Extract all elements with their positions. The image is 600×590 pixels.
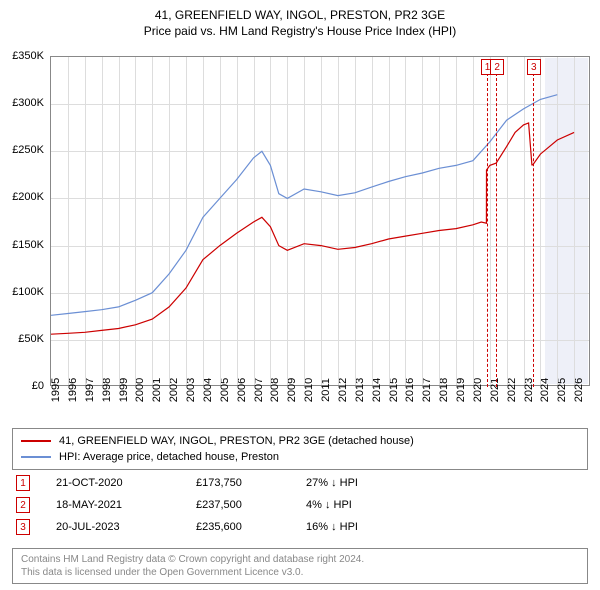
event-price: £235,600 xyxy=(196,521,306,533)
event-date: 21-OCT-2020 xyxy=(56,477,196,489)
footer: Contains HM Land Registry data © Crown c… xyxy=(12,548,588,584)
footer-line1: Contains HM Land Registry data © Crown c… xyxy=(21,553,579,566)
event-row-1: 1 21-OCT-2020£173,75027% ↓ HPI xyxy=(12,472,588,494)
y-tick-label: £100K xyxy=(12,286,44,298)
event-pct: 27% ↓ HPI xyxy=(306,477,386,489)
title-block: 41, GREENFIELD WAY, INGOL, PRESTON, PR2 … xyxy=(0,0,600,38)
event-date: 20-JUL-2023 xyxy=(56,521,196,533)
y-tick-label: £0 xyxy=(32,380,44,392)
events-table: 1 21-OCT-2020£173,75027% ↓ HPI 2 18-MAY-202… xyxy=(12,472,588,538)
event-date: 18-MAY-2021 xyxy=(56,499,196,511)
title-subtitle: Price paid vs. HM Land Registry's House … xyxy=(0,24,600,38)
plot-svg xyxy=(51,57,591,387)
legend-swatch-hpi xyxy=(21,456,51,458)
y-tick-label: £150K xyxy=(12,239,44,251)
plot-area: 123 xyxy=(50,56,590,386)
event-price: £173,750 xyxy=(196,477,306,489)
event-callout-3: 3 xyxy=(527,59,541,75)
legend-label-hpi: HPI: Average price, detached house, Pres… xyxy=(59,451,279,463)
event-vline-3 xyxy=(533,73,534,387)
event-pct: 4% ↓ HPI xyxy=(306,499,386,511)
event-vline-1 xyxy=(487,73,488,387)
legend-row-property: 41, GREENFIELD WAY, INGOL, PRESTON, PR2 … xyxy=(21,433,579,449)
event-pct: 16% ↓ HPI xyxy=(306,521,386,533)
event-marker-1: 1 xyxy=(16,475,30,491)
y-tick-label: £200K xyxy=(12,191,44,203)
legend-swatch-property xyxy=(21,440,51,442)
legend-row-hpi: HPI: Average price, detached house, Pres… xyxy=(21,449,579,465)
event-row-2: 2 18-MAY-2021£237,5004% ↓ HPI xyxy=(12,494,588,516)
y-tick-label: £50K xyxy=(18,333,44,345)
series-hpi xyxy=(51,95,557,316)
event-marker-3: 3 xyxy=(16,519,30,535)
chart-area: 123 £0£50K£100K£150K£200K£250K£300K£350K… xyxy=(50,56,590,386)
legend-label-property: 41, GREENFIELD WAY, INGOL, PRESTON, PR2 … xyxy=(59,435,414,447)
event-marker-2: 2 xyxy=(16,497,30,513)
chart-container: 41, GREENFIELD WAY, INGOL, PRESTON, PR2 … xyxy=(0,0,600,590)
event-row-3: 3 20-JUL-2023£235,60016% ↓ HPI xyxy=(12,516,588,538)
event-vline-2 xyxy=(496,73,497,387)
title-address: 41, GREENFIELD WAY, INGOL, PRESTON, PR2 … xyxy=(0,8,600,22)
y-tick-label: £250K xyxy=(12,144,44,156)
y-tick-label: £300K xyxy=(12,97,44,109)
footer-line2: This data is licensed under the Open Gov… xyxy=(21,566,579,579)
y-tick-label: £350K xyxy=(12,50,44,62)
event-price: £237,500 xyxy=(196,499,306,511)
event-callout-2: 2 xyxy=(490,59,504,75)
legend: 41, GREENFIELD WAY, INGOL, PRESTON, PR2 … xyxy=(12,428,588,470)
